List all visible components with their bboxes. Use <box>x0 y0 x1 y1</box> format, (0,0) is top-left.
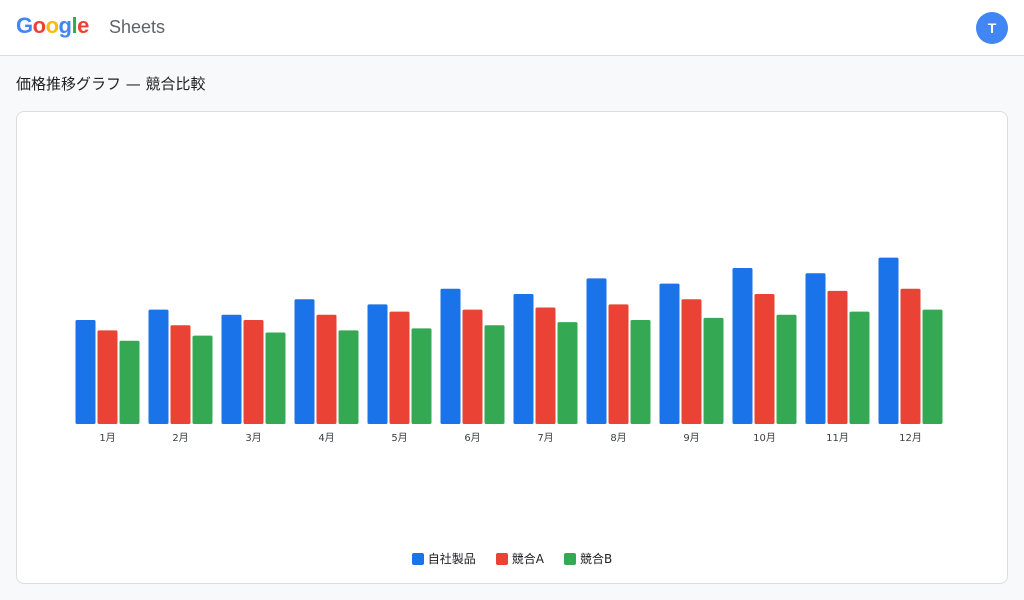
bar-2-8[interactable] <box>608 304 629 424</box>
page-title: 価格推移グラフ — 競合比較 <box>16 75 206 93</box>
x-tick-label: 1月 <box>99 432 115 444</box>
user-avatar[interactable]: T <box>976 12 1008 44</box>
google-logo[interactable]: Google <box>16 13 89 39</box>
bar-1-2[interactable] <box>148 309 169 424</box>
bar-1-8[interactable] <box>586 278 607 424</box>
bar-1-9[interactable] <box>659 283 680 424</box>
logo-letter: l <box>71 13 78 38</box>
x-tick-label: 8月 <box>610 432 626 444</box>
x-tick-label: 6月 <box>464 432 480 444</box>
bar-2-1[interactable] <box>97 330 118 424</box>
bar-1-4[interactable] <box>294 299 315 424</box>
x-tick-label: 9月 <box>683 432 699 444</box>
bar-1-3[interactable] <box>221 314 242 424</box>
bar-3-5[interactable] <box>411 328 432 424</box>
bar-3-12[interactable] <box>922 309 943 424</box>
bar-3-11[interactable] <box>849 311 870 424</box>
x-tick-label: 3月 <box>245 432 261 444</box>
bar-1-12[interactable] <box>878 257 899 424</box>
bar-3-9[interactable] <box>703 317 724 424</box>
bar-2-2[interactable] <box>170 325 191 424</box>
bar-2-4[interactable] <box>316 314 337 424</box>
bar-2-6[interactable] <box>462 309 483 424</box>
legend-label: 競合A <box>511 552 544 566</box>
bar-2-12[interactable] <box>900 288 921 424</box>
x-tick-label: 5月 <box>391 432 407 444</box>
logo-letter: e <box>77 13 89 38</box>
bar-3-4[interactable] <box>338 330 359 424</box>
x-tick-label: 11月 <box>826 432 849 444</box>
x-tick-label: 4月 <box>318 432 334 444</box>
bar-2-11[interactable] <box>827 290 848 424</box>
x-tick-label: 2月 <box>172 432 188 444</box>
bar-chart: 1月 2月 3月 4月 5月 6月 7月 8月 9月 10月 11月 12月 <box>75 257 943 444</box>
x-tick-label: 12月 <box>899 432 922 444</box>
logo-letter: o <box>32 13 46 38</box>
app-name: Sheets <box>109 17 166 37</box>
legend-label: 競合B <box>580 552 613 566</box>
bar-2-9[interactable] <box>681 299 702 424</box>
legend-label: 自社製品 <box>427 552 476 566</box>
legend-swatch <box>495 553 508 565</box>
bar-1-11[interactable] <box>805 273 826 424</box>
bar-3-1[interactable] <box>119 340 140 424</box>
bar-1-10[interactable] <box>732 268 753 424</box>
legend-item[interactable]: 競合B <box>564 550 612 567</box>
logo-letter: g <box>58 13 72 38</box>
bar-1-1[interactable] <box>75 320 96 424</box>
bar-3-8[interactable] <box>630 320 651 424</box>
chart-card: 1月 2月 3月 4月 5月 6月 7月 8月 9月 10月 11月 12月 自社製品 競合A 競合B <box>16 111 1008 584</box>
legend-swatch <box>411 553 424 565</box>
bar-2-7[interactable] <box>535 307 556 424</box>
logo-letter: o <box>45 13 59 38</box>
logo-letter: G <box>16 13 33 38</box>
top-bar: Google Sheets T <box>0 0 1024 56</box>
bar-3-10[interactable] <box>776 314 797 424</box>
bar-3-2[interactable] <box>192 335 213 424</box>
x-tick-label: 10月 <box>753 432 776 444</box>
legend-item[interactable]: 自社製品 <box>411 550 476 567</box>
bar-2-10[interactable] <box>754 294 775 424</box>
chart-legend: 自社製品 競合A 競合B <box>17 550 1007 567</box>
x-tick-label: 7月 <box>537 432 553 444</box>
bar-1-7[interactable] <box>513 294 534 424</box>
bar-1-6[interactable] <box>440 288 461 424</box>
bar-3-7[interactable] <box>557 322 578 424</box>
bar-2-5[interactable] <box>389 311 410 424</box>
bar-3-3[interactable] <box>265 332 286 424</box>
legend-swatch <box>564 553 576 565</box>
bar-2-3[interactable] <box>243 320 264 424</box>
legend-item[interactable]: 競合A <box>495 550 544 567</box>
bar-1-5[interactable] <box>367 304 388 424</box>
bar-3-6[interactable] <box>484 325 505 424</box>
